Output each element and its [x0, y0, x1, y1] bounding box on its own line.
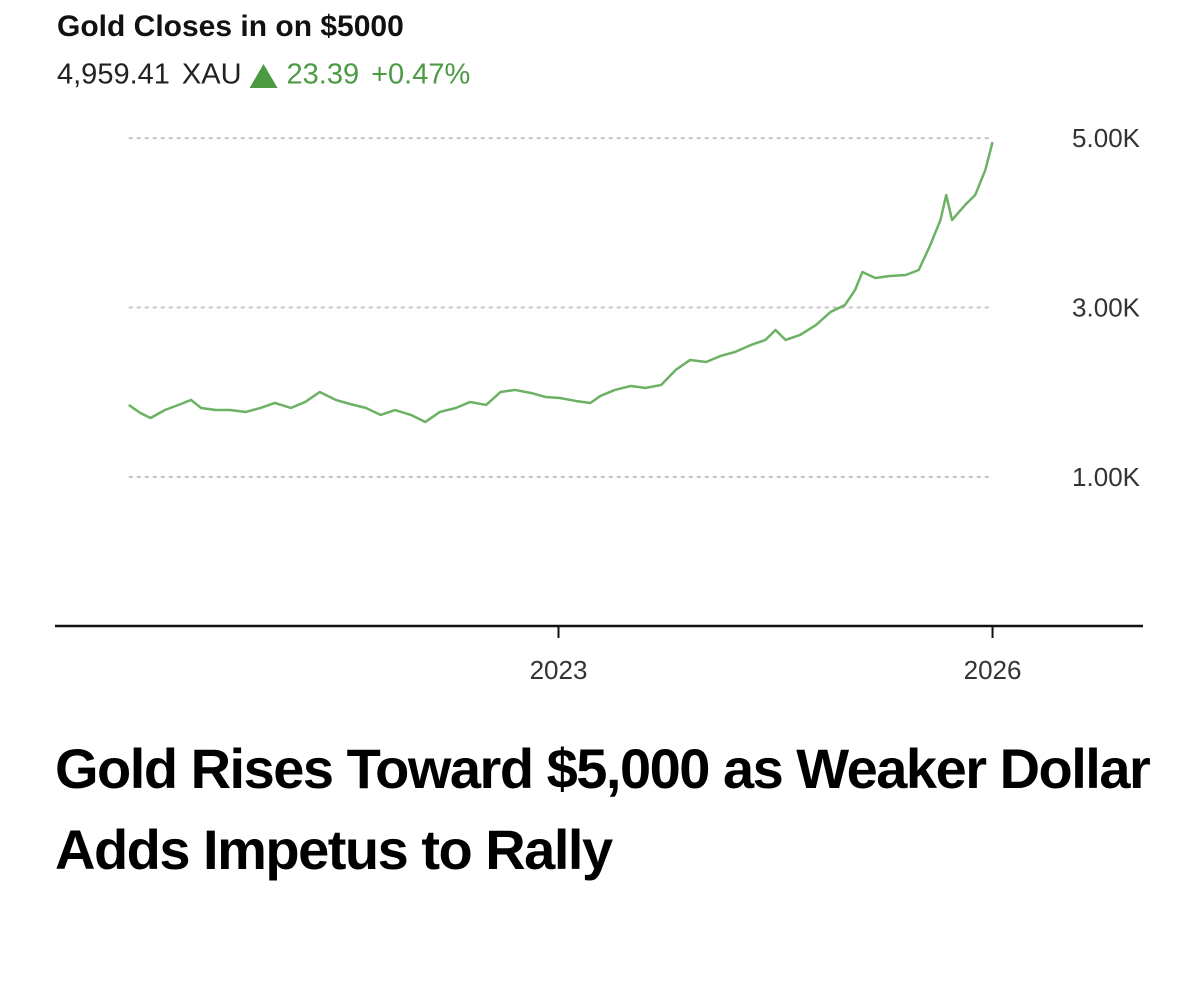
- chart: Gold Closes in on $5000 4,959.41 XAU 23.…: [55, 10, 1143, 685]
- x-tick-label: 2026: [964, 655, 1022, 685]
- chart-title: Gold Closes in on $5000: [57, 10, 404, 43]
- headline: Gold Rises Toward $5,000 as Weaker Dolla…: [55, 737, 1151, 881]
- price-line: [128, 141, 994, 424]
- y-tick-label: 1.00K: [1072, 462, 1141, 492]
- price: 4,959.41: [57, 59, 170, 91]
- change-percent: +0.47%: [371, 59, 470, 91]
- x-tick-label: 2023: [530, 655, 588, 685]
- change: 23.39: [287, 59, 360, 91]
- symbol: XAU: [182, 59, 242, 91]
- y-tick-label: 3.00K: [1072, 292, 1141, 322]
- y-tick-label: 5.00K: [1072, 123, 1141, 153]
- up-arrow: [249, 64, 278, 88]
